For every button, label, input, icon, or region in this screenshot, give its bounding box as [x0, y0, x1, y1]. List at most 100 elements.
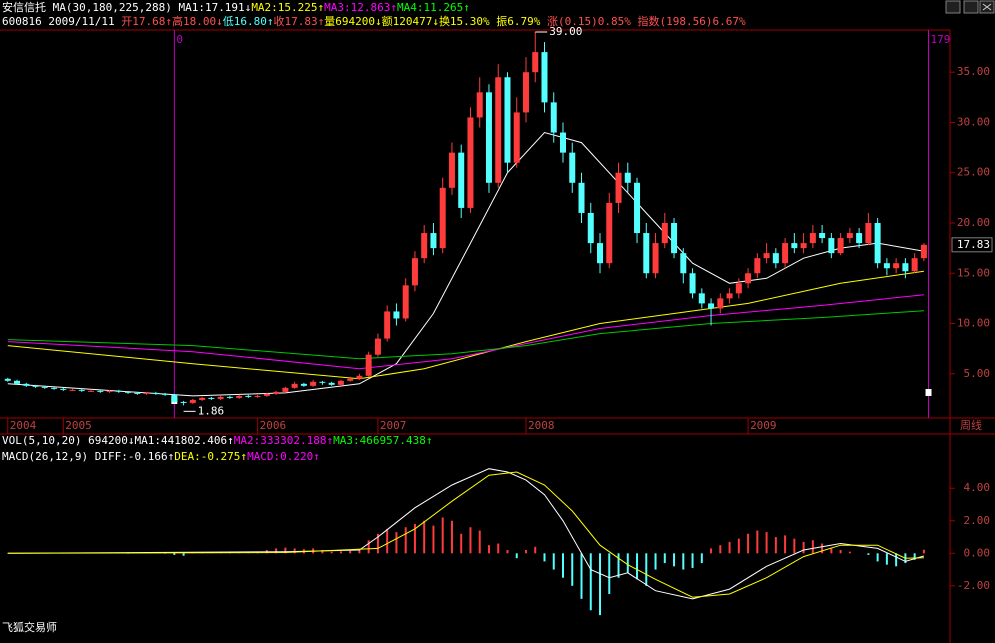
- cursor-label: 179: [931, 33, 951, 46]
- candle-body: [485, 92, 492, 183]
- low-label: 1.86: [198, 404, 225, 417]
- app-name: 飞狐交易师: [2, 620, 57, 634]
- header-item: 额120477↓: [382, 15, 439, 28]
- candle-body: [125, 391, 132, 393]
- candle-body: [865, 222, 872, 244]
- y-tick-label: 20.00: [957, 216, 990, 229]
- window-buttons[interactable]: [945, 0, 995, 14]
- candle-body: [411, 258, 418, 286]
- cursor-label: 0: [176, 33, 183, 46]
- candle-body: [97, 390, 104, 392]
- candle-body: [254, 395, 261, 397]
- candle-body: [51, 387, 58, 389]
- candle-body: [578, 182, 585, 213]
- candle-body: [920, 244, 927, 259]
- candle-body: [643, 233, 650, 274]
- header-item: MACD(26,12,9): [2, 450, 95, 463]
- candle-body: [245, 395, 252, 397]
- header-item: MA(30,180,225,288): [46, 1, 178, 14]
- candle-body: [14, 380, 21, 384]
- candle-body: [708, 303, 715, 309]
- candle-body: [134, 392, 141, 394]
- candle-body: [819, 233, 826, 239]
- candle-body: [208, 397, 215, 399]
- cursor-marker: [925, 389, 932, 396]
- candle-body: [88, 390, 95, 392]
- candle-body: [615, 172, 622, 203]
- candle-body: [828, 238, 835, 254]
- high-label: 39.00: [549, 25, 582, 38]
- candle-body: [698, 293, 705, 304]
- header-item: MA4:11.265↑: [397, 1, 470, 14]
- y-tick-label: 35.00: [957, 65, 990, 78]
- candle-body: [846, 233, 853, 239]
- candle-body: [893, 263, 900, 269]
- candle-body: [384, 311, 391, 339]
- candle-body: [550, 102, 557, 133]
- y-tick-label: 10.00: [957, 317, 990, 330]
- candle-body: [273, 391, 280, 394]
- minimize-button[interactable]: [945, 0, 961, 14]
- candle-body: [347, 378, 354, 381]
- candle-body: [236, 395, 243, 398]
- restore-button[interactable]: [963, 0, 979, 14]
- candle-body: [115, 390, 122, 392]
- last-price-label: 17.83: [957, 238, 990, 251]
- candle-body: [199, 397, 206, 400]
- candle-body: [902, 263, 909, 272]
- candle-body: [541, 52, 548, 103]
- candle-body: [606, 202, 613, 264]
- candle-body: [430, 233, 437, 249]
- candle-body: [421, 233, 428, 259]
- candle-body: [78, 389, 85, 391]
- candle-body: [467, 117, 474, 208]
- candle-body: [171, 394, 178, 402]
- header-item: VOL(5,10,20) 694200↓: [2, 434, 134, 447]
- candle-body: [634, 182, 641, 234]
- header-item: 安信信托: [2, 0, 46, 14]
- vol-line: VOL(5,10,20) 694200↓MA1:441802.406↑MA2:3…: [2, 434, 432, 447]
- x-tick-label: 2005: [65, 419, 92, 432]
- candle-body: [495, 77, 502, 183]
- candle-body: [504, 77, 511, 163]
- candle-body: [374, 338, 381, 355]
- x-tick-label: 2007: [380, 419, 407, 432]
- y-tick-label: 30.00: [957, 115, 990, 128]
- candle-body: [569, 152, 576, 183]
- header-item: 600816 2009/11/11: [2, 15, 121, 28]
- candle-body: [106, 390, 113, 392]
- candle-body: [809, 233, 816, 244]
- candle-body: [319, 381, 326, 383]
- candle-body: [393, 311, 400, 319]
- candle-body: [791, 243, 798, 249]
- y-tick-label: 25.00: [957, 166, 990, 179]
- candle-body: [745, 273, 752, 284]
- close-icon: [982, 3, 992, 11]
- candle-body: [143, 392, 150, 394]
- candle-body: [689, 273, 696, 294]
- candle-body: [189, 399, 196, 403]
- candle-body: [837, 238, 844, 254]
- period-label: 周线: [960, 418, 982, 432]
- header-item: 低16.80↑: [223, 15, 274, 28]
- candle-body: [717, 298, 724, 309]
- line2: 600816 2009/11/11 开17.68↑高18.00↓低16.80↑收…: [2, 14, 746, 28]
- candle-body: [763, 253, 770, 259]
- candle-body: [365, 354, 372, 376]
- header-item: 高18.00↓: [172, 14, 223, 28]
- candle-body: [4, 378, 11, 381]
- candle-body: [782, 243, 789, 264]
- y-tick-label: 5.00: [964, 367, 991, 380]
- candle-body: [32, 385, 39, 387]
- header-item: 振6.79%: [496, 14, 547, 28]
- candle-body: [217, 396, 224, 399]
- y-tick-label: -2.00: [957, 579, 990, 592]
- header-item: MA1:441802.406↑: [134, 434, 233, 447]
- candle-body: [300, 383, 307, 386]
- candle-body: [587, 212, 594, 244]
- candle-body: [162, 393, 169, 395]
- macd-line: MACD(26,12,9) DIFF:-0.166↑DEA:-0.275↑MAC…: [2, 450, 320, 463]
- candle-body: [328, 382, 335, 385]
- x-tick-label: 2009: [750, 419, 777, 432]
- y-tick-label: 4.00: [964, 481, 991, 494]
